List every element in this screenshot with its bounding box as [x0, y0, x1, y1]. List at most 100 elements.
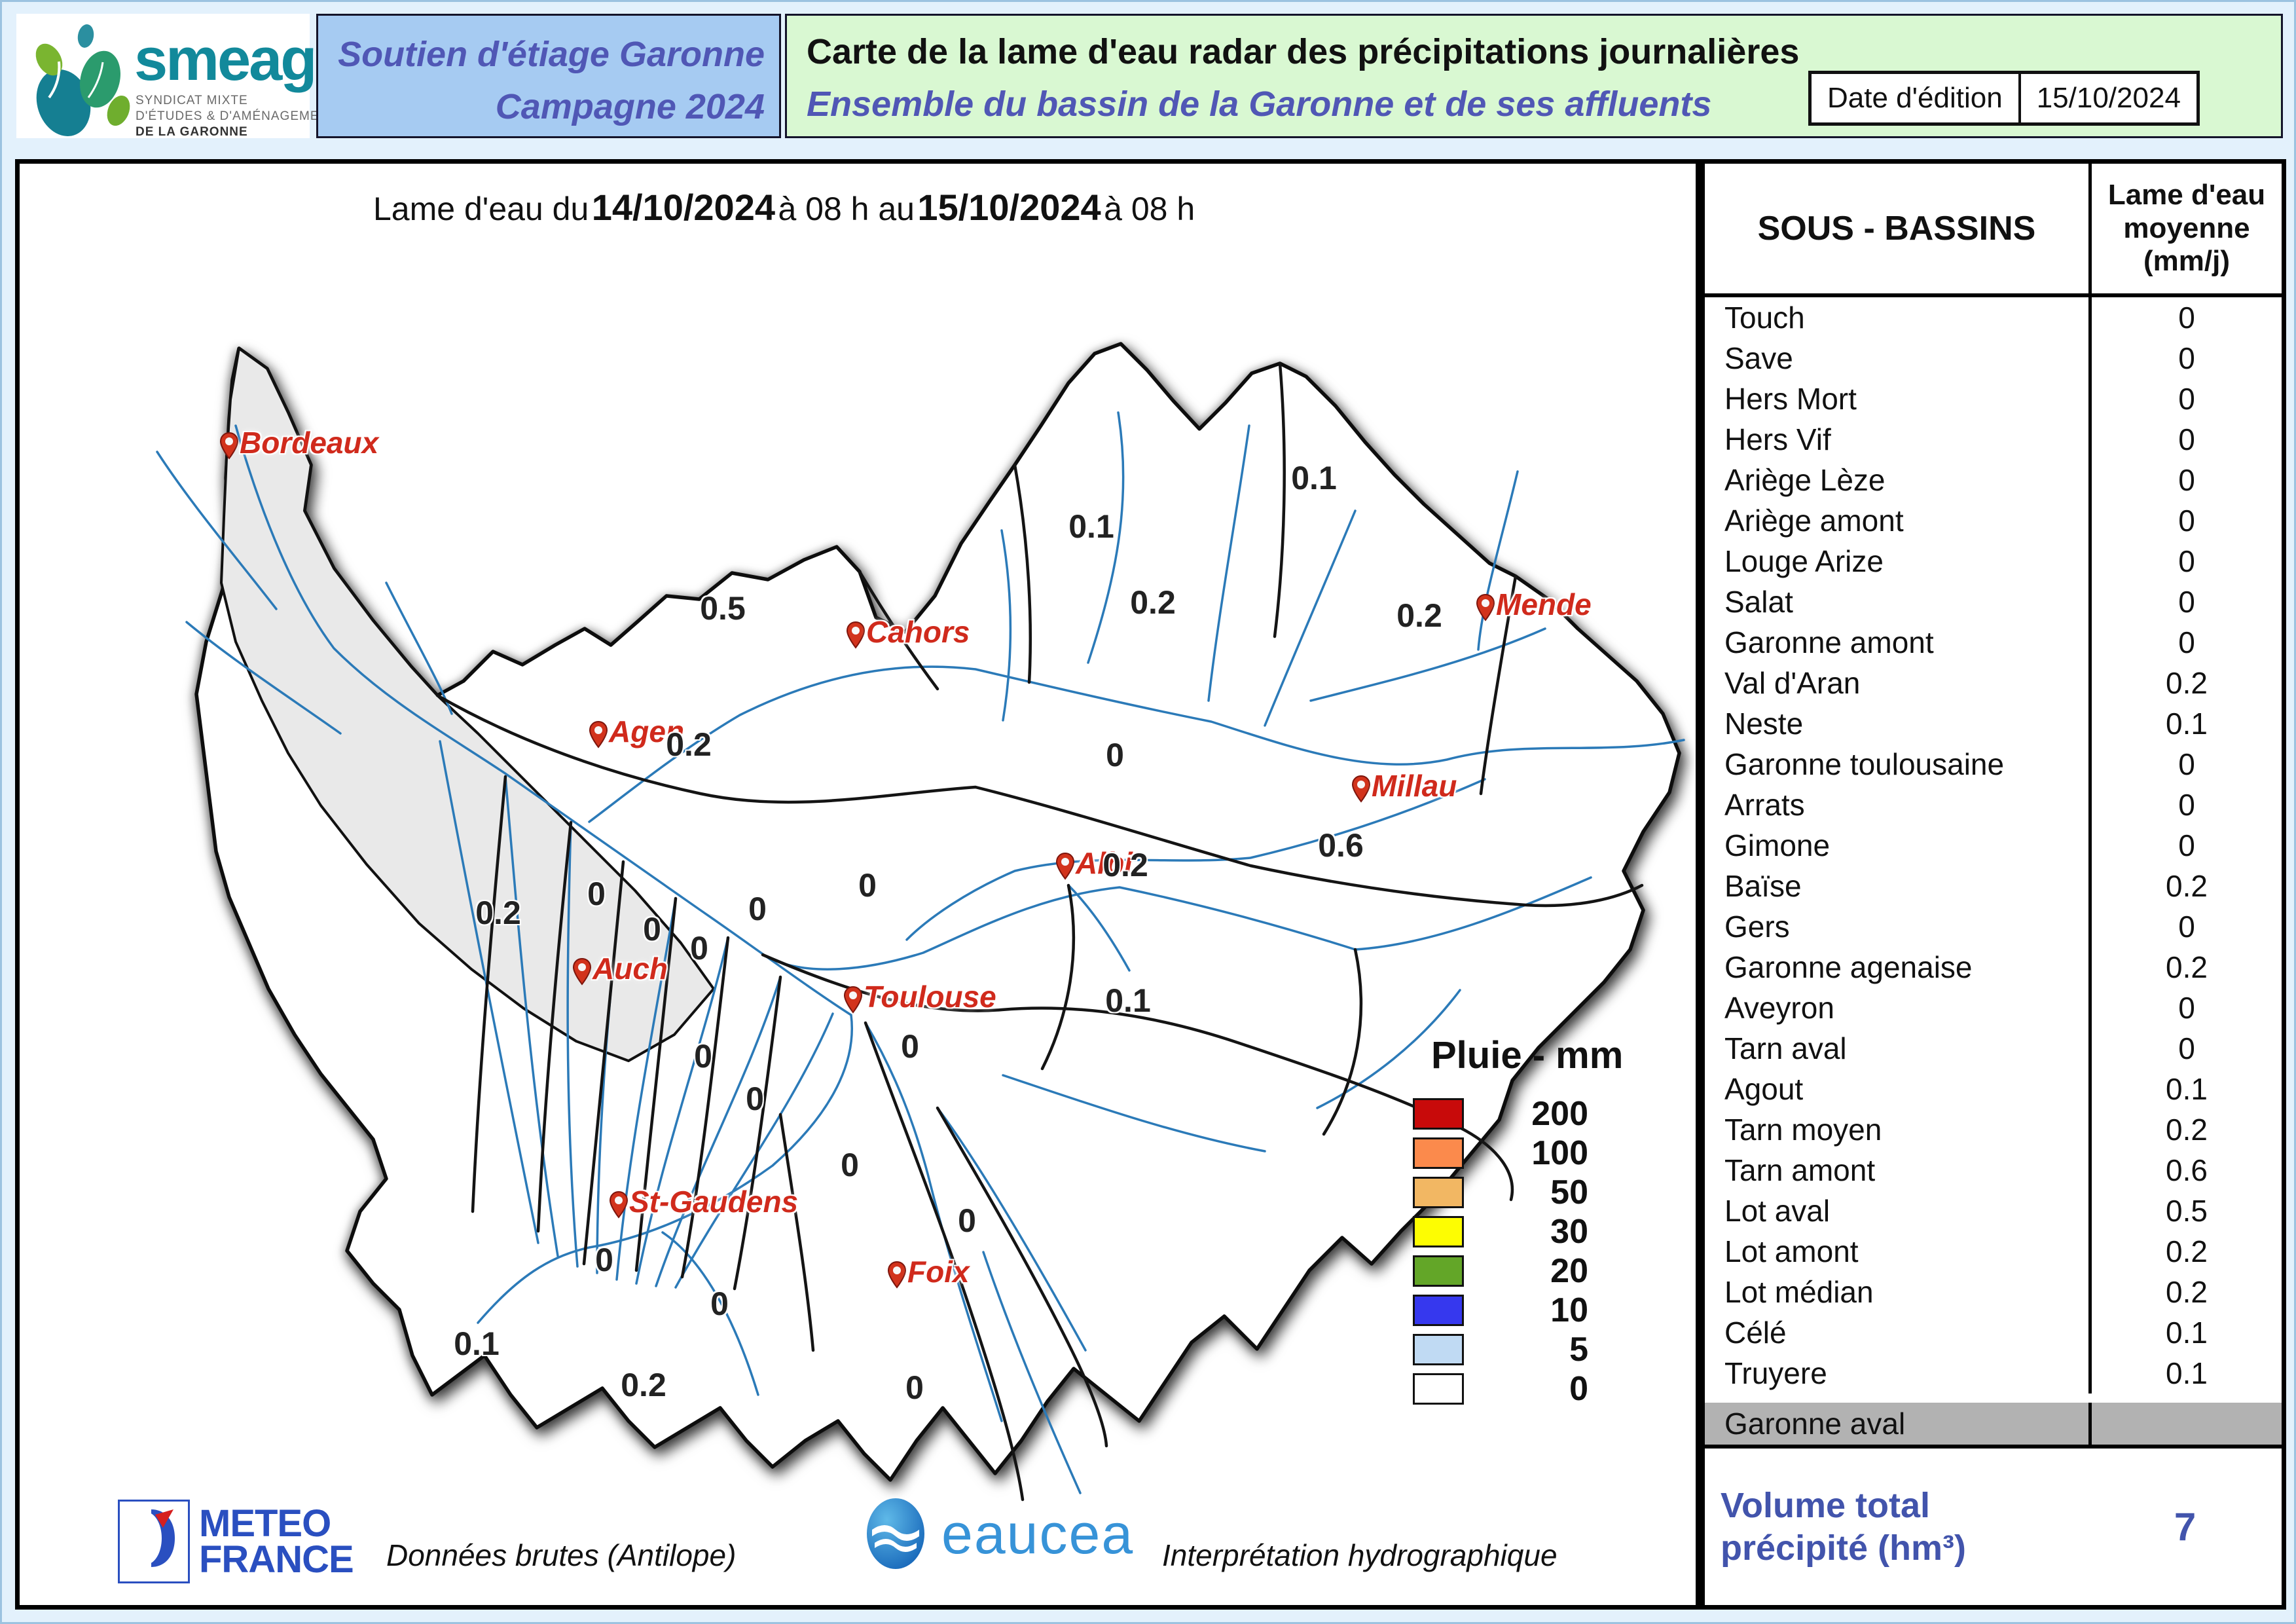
- map-pin-icon: [887, 1261, 907, 1289]
- table-row: Garonne amont 0: [1705, 622, 2282, 663]
- volume-total-value: 7: [2174, 1505, 2196, 1549]
- map-value-label: 0.2: [621, 1367, 666, 1403]
- table-row: Baïse 0.2: [1705, 866, 2282, 906]
- table-row: Célé 0.1: [1705, 1312, 2282, 1353]
- table-row: Ariège Lèze 0: [1705, 460, 2282, 500]
- meteo-france-logo: METEO FRANCE: [118, 1500, 354, 1583]
- map-pin-icon: [1055, 852, 1075, 880]
- map-pin-icon: [843, 986, 863, 1014]
- page-subtitle: Ensemble du bassin de la Garonne et de s…: [807, 84, 1712, 124]
- map-pin-icon: [219, 432, 239, 460]
- campaign-line2: Campagne 2024: [495, 87, 765, 126]
- legend-swatch: [1413, 1216, 1464, 1247]
- map-value-label: 0.2: [1396, 597, 1442, 634]
- map-panel: Lame d'eau du 14/10/2024 à 08 h au 15/10…: [15, 159, 1700, 1610]
- table-row: Garonne toulousaine 0: [1705, 744, 2282, 784]
- data-source-note: Données brutes (Antilope): [386, 1538, 737, 1572]
- legend-swatch: [1413, 1137, 1464, 1169]
- legend-title: Pluie - mm: [1431, 1034, 1624, 1077]
- map-value-label: 0: [1106, 737, 1124, 773]
- map-value-label: 0.1: [1291, 460, 1337, 496]
- map-value-label: 0: [748, 891, 767, 927]
- map-pin-icon: [1476, 593, 1495, 621]
- table-row: Touch 0: [1705, 297, 2282, 338]
- map-pin-icon: [846, 621, 866, 649]
- map-title-suffix: à 08 h: [1104, 191, 1195, 227]
- edition-date-table: Date d'édition 15/10/2024: [1808, 71, 2200, 126]
- table-row: Louge Arize 0: [1705, 541, 2282, 581]
- map-value-label: 0: [595, 1242, 613, 1278]
- legend-row: 50: [1413, 1173, 1655, 1212]
- smeag-subtitle-3: DE LA GARONNE: [136, 125, 248, 139]
- meteo-france-icon: [118, 1500, 190, 1583]
- map-value-label: 0.1: [1105, 982, 1151, 1019]
- legend-row: 200: [1413, 1094, 1655, 1134]
- table-row: Gers 0: [1705, 906, 2282, 947]
- edition-date-label: Date d'édition: [1812, 74, 2021, 122]
- table-row: Lot médian 0.2: [1705, 1272, 2282, 1312]
- legend-swatch: [1413, 1255, 1464, 1287]
- table-body: Touch 0 Save 0 Hers Mort 0 Hers Vif 0 Ariège…: [1705, 297, 2282, 1445]
- volume-total-row: Volume total précipité (hm³) 7: [1705, 1445, 2282, 1605]
- map-value-label: 0: [901, 1028, 919, 1065]
- legend-row: 30: [1413, 1212, 1655, 1251]
- map-value-label: 0: [694, 1038, 712, 1075]
- map-pin-icon: [609, 1190, 629, 1219]
- table-row: Hers Mort 0: [1705, 378, 2282, 419]
- map-pin-icon: [1351, 775, 1371, 803]
- table-row: Tarn amont 0.6: [1705, 1150, 2282, 1190]
- table-row: Salat 0: [1705, 581, 2282, 622]
- hydro-note: Interprétation hydrographique: [1162, 1538, 1558, 1572]
- basin-outline: [194, 342, 1681, 1482]
- legend-swatch: [1413, 1334, 1464, 1365]
- table-row: Hers Vif 0: [1705, 419, 2282, 460]
- map-value-label: 0: [858, 867, 877, 904]
- map-pin-icon: [589, 720, 608, 748]
- smeag-subtitle-2: D'ÉTUDES & D'AMÉNAGEMENT: [136, 109, 337, 123]
- table-row: Neste 0.1: [1705, 703, 2282, 744]
- map-value-label: 0: [905, 1369, 924, 1406]
- table-row: Val d'Aran 0.2: [1705, 663, 2282, 703]
- map-value-label: 0.6: [1318, 827, 1364, 864]
- legend-swatch: [1413, 1098, 1464, 1130]
- table-header: SOUS - BASSINS Lame d'eau moyenne (mm/j): [1705, 164, 2282, 297]
- map-value-label: 0: [841, 1147, 859, 1183]
- map-value-label: 0: [710, 1285, 729, 1322]
- eaucea-icon: [867, 1498, 924, 1569]
- legend-row: 20: [1413, 1251, 1655, 1291]
- map-pin-icon: [572, 957, 592, 986]
- smeag-subtitle-1: SYNDICAT MIXTE: [136, 94, 248, 107]
- map-value-label: 0.1: [454, 1325, 500, 1362]
- map-value-label: 0.2: [666, 726, 712, 763]
- edition-date-value: 15/10/2024: [2036, 82, 2181, 114]
- page-title: Carte de la lame d'eau radar des précipi…: [807, 32, 1800, 71]
- map-title-date-end: 15/10/2024: [917, 187, 1101, 228]
- map-title-date-start: 14/10/2024: [591, 187, 775, 228]
- legend: Pluie - mm 200 100 50 30 20 10 5 0: [1413, 1033, 1655, 1409]
- table-row: Lot amont 0.2: [1705, 1231, 2282, 1272]
- rivers: [156, 411, 1685, 1494]
- map-value-label: 0: [690, 930, 708, 967]
- table-row: Arrats 0: [1705, 784, 2282, 825]
- eaucea-wordmark: eaucea: [941, 1502, 1135, 1566]
- table-row: Lot aval 0.5: [1705, 1190, 2282, 1231]
- table-row: Aveyron 0: [1705, 987, 2282, 1028]
- smeag-logo: smeag SYNDICAT MIXTE D'ÉTUDES & D'AMÉNAG…: [16, 14, 337, 139]
- map-value-label: 0.5: [700, 590, 746, 627]
- map-value-label: 0.2: [1130, 584, 1176, 621]
- map-value-label: 0: [587, 876, 606, 912]
- map-value-label: 0.2: [1102, 847, 1148, 883]
- subbasin-boundaries: [435, 361, 1644, 1502]
- map-value-label: 0: [643, 911, 661, 948]
- legend-row: 100: [1413, 1134, 1655, 1173]
- legend-row: 5: [1413, 1330, 1655, 1369]
- garonne-aval-region: [220, 347, 715, 1062]
- legend-row: 10: [1413, 1291, 1655, 1330]
- table-row: Ariège amont 0: [1705, 500, 2282, 541]
- map-title-middle: à 08 h au: [778, 191, 915, 227]
- map-value-label: 0.2: [475, 895, 521, 931]
- legend-swatch: [1413, 1373, 1464, 1405]
- map-title: Lame d'eau du 14/10/2024 à 08 h au 15/10…: [373, 186, 1195, 229]
- table-row: Garonne agenaise 0.2: [1705, 947, 2282, 987]
- eaucea-logo: eaucea: [864, 1497, 1134, 1572]
